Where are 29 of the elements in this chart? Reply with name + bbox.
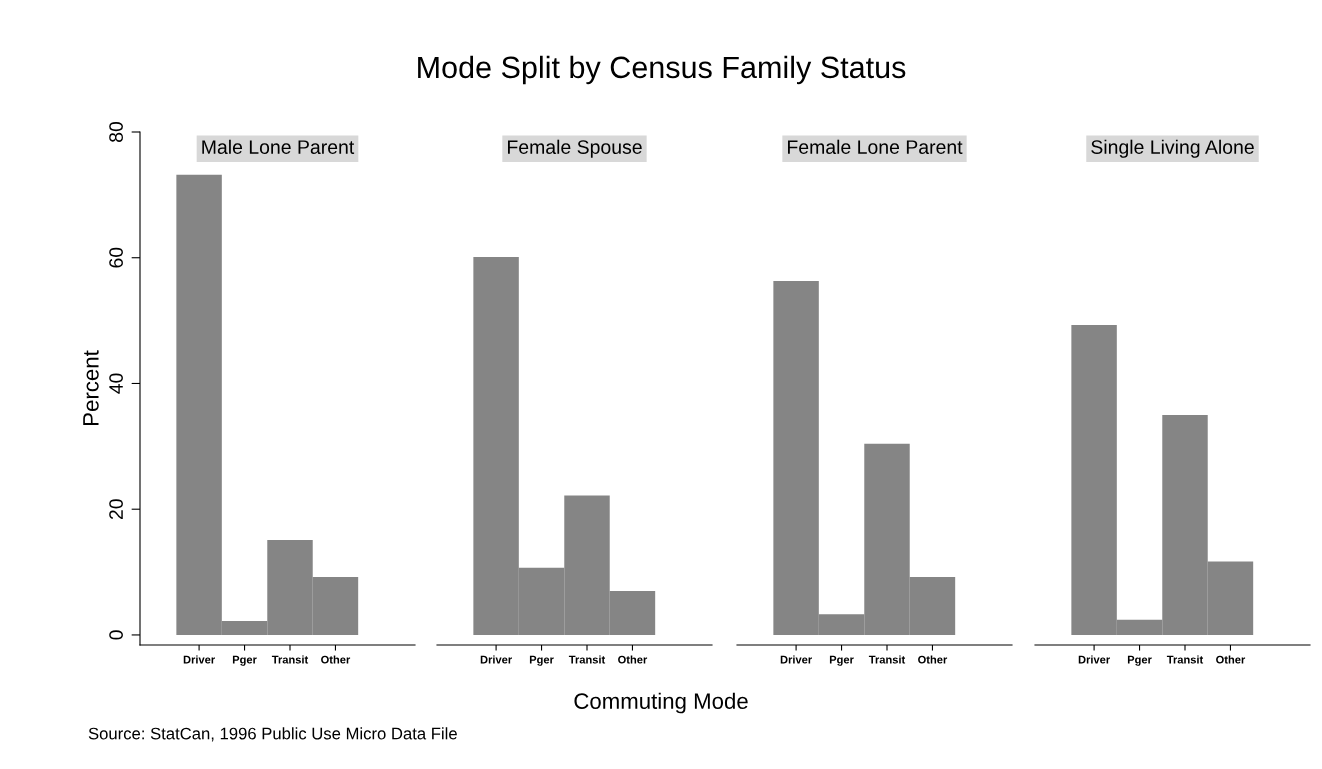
y-tick-label: 60 [109,247,123,268]
x-tick-label: Driver [780,655,812,664]
y-tick-label: 0 [109,630,123,640]
x-tick-label: Driver [183,655,215,664]
x-tick-label: Other [1216,655,1246,664]
y-tick-label: 40 [109,373,123,394]
source-note: Source: StatCan, 1996 Public Use Micro Data File [88,727,457,742]
x-tick-label: Transit [1166,655,1204,664]
x-tick-label: Transit [271,655,309,664]
x-tick-label: Driver [1078,655,1110,664]
chart-subtitle: Male Lone Parent [202,139,355,154]
x-tick-label: Pger [1127,655,1152,666]
x-tick-label: Other [618,655,648,664]
x-tick-label: Other [918,655,948,664]
x-tick-label: Pger [529,655,554,666]
x-tick-label: Transit [868,655,906,664]
chart-title: Mode Split by Census Family Status [418,55,906,85]
x-tick-label: Other [321,655,351,664]
x-tick-label: Pger [232,655,257,666]
y-tick-label: 80 [109,121,123,142]
chart-subtitle: Female Spouse [508,139,642,158]
y-tick-label: 20 [109,499,123,520]
x-tick-label: Transit [568,655,606,664]
chart-subtitle: Single Living Alone [1091,139,1254,158]
x-tick-label: Pger [829,655,854,666]
y-axis-title: Percent [83,350,99,425]
x-tick-label: Driver [480,655,512,664]
chart-subtitle: Female Lone Parent [788,139,963,154]
x-axis-title: Commuting Mode [574,692,748,714]
